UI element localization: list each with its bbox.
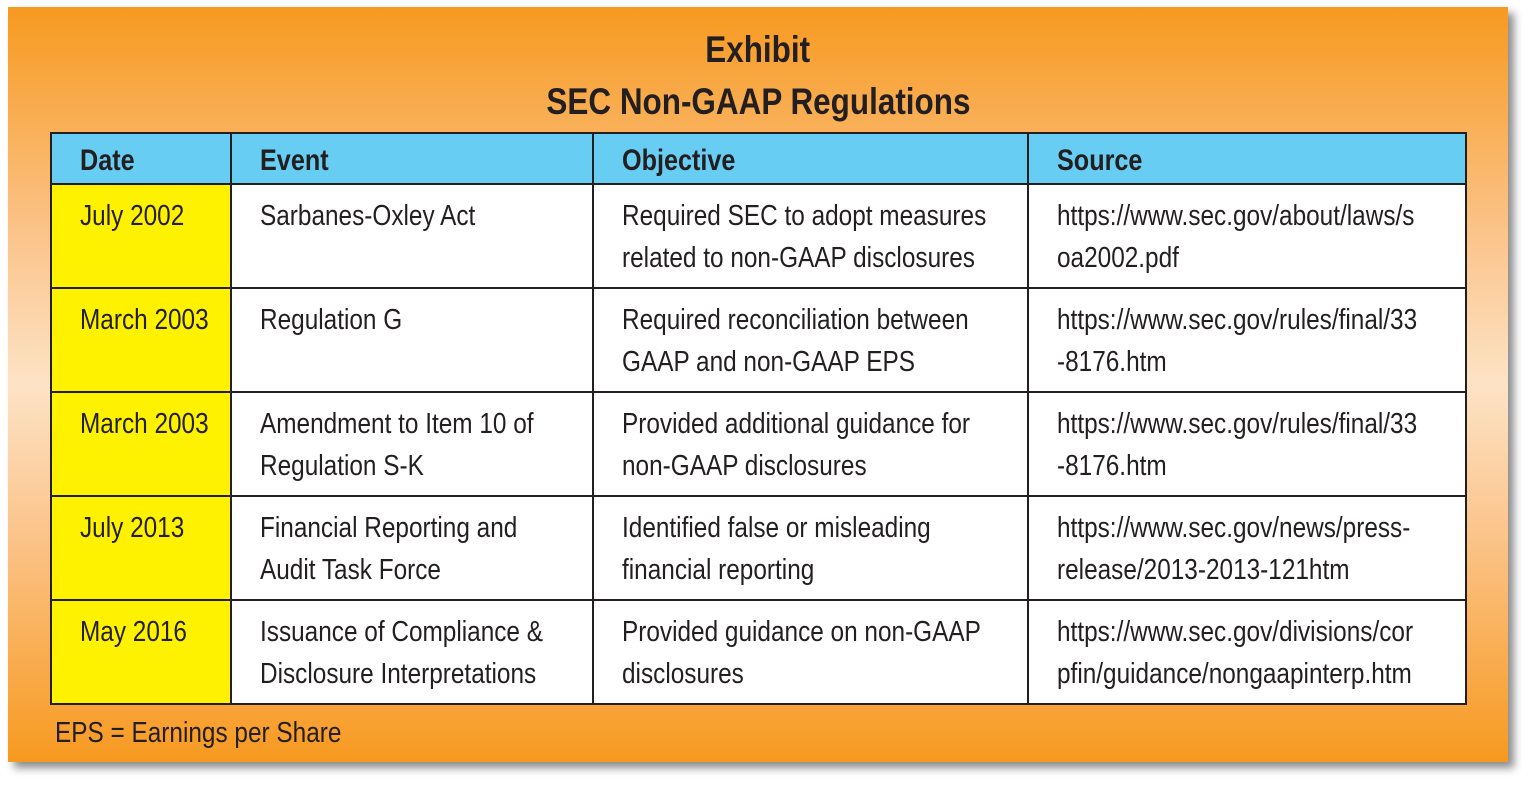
column-header-date: Date — [50, 132, 232, 185]
exhibit-title: SEC Non-GAAP Regulations — [545, 81, 971, 122]
regulations-table: Date Event Objective Source July 2002 Sarba… — [50, 132, 1467, 705]
source-cell: https://www.sec.gov/rules/final/33 -8176.… — [1027, 391, 1467, 497]
objective-cell: Required SEC to adopt measures related to… — [592, 183, 1029, 289]
source-cell: https://www.sec.gov/about/laws/s oa2002.p… — [1027, 183, 1467, 289]
event-cell: Regulation G — [230, 287, 594, 393]
date-cell: March 2003 — [50, 391, 232, 497]
source-cell: https://www.sec.gov/divisions/cor pfin/gu… — [1027, 599, 1467, 705]
event-cell: Financial Reporting and Audit Task Force — [230, 495, 594, 601]
date-cell: July 2002 — [50, 183, 232, 289]
table-row: July 2002 Sarbanes-Oxley Act Required SE… — [50, 183, 1467, 289]
event-cell: Amendment to Item 10 of Regulation S-K — [230, 391, 594, 497]
footnote: EPS = Earnings per Share — [55, 717, 342, 749]
exhibit-label: Exhibit — [705, 29, 811, 70]
event-cell: Issuance of Compliance & Disclosure Inter… — [230, 599, 594, 705]
source-cell: https://www.sec.gov/rules/final/33 -8176.… — [1027, 287, 1467, 393]
objective-cell: Provided additional guidance for non-GAAP… — [592, 391, 1029, 497]
objective-cell: Provided guidance on non-GAAP disclosures — [592, 599, 1029, 705]
exhibit-panel: Exhibit SEC Non-GAAP Regulations Date Eve… — [8, 7, 1508, 762]
column-header-objective: Objective — [592, 132, 1029, 185]
objective-cell: Identified false or misleading financial … — [592, 495, 1029, 601]
column-header-event: Event — [230, 132, 594, 185]
source-cell: https://www.sec.gov/news/press-release/2… — [1027, 495, 1467, 601]
objective-cell: Required reconciliation between GAAP and … — [592, 287, 1029, 393]
date-cell: May 2016 — [50, 599, 232, 705]
table-row: July 2013 Financial Reporting and Audit T… — [50, 495, 1467, 601]
table-header-row: Date Event Objective Source — [50, 132, 1467, 185]
table-row: March 2003 Amendment to Item 10 of Regula… — [50, 391, 1467, 497]
date-cell: July 2013 — [50, 495, 232, 601]
event-cell: Sarbanes-Oxley Act — [230, 183, 594, 289]
column-header-source: Source — [1027, 132, 1467, 185]
table-row: May 2016 Issuance of Compliance & Disclos… — [50, 599, 1467, 705]
table-row: March 2003 Regulation G Required reconci… — [50, 287, 1467, 393]
date-cell: March 2003 — [50, 287, 232, 393]
